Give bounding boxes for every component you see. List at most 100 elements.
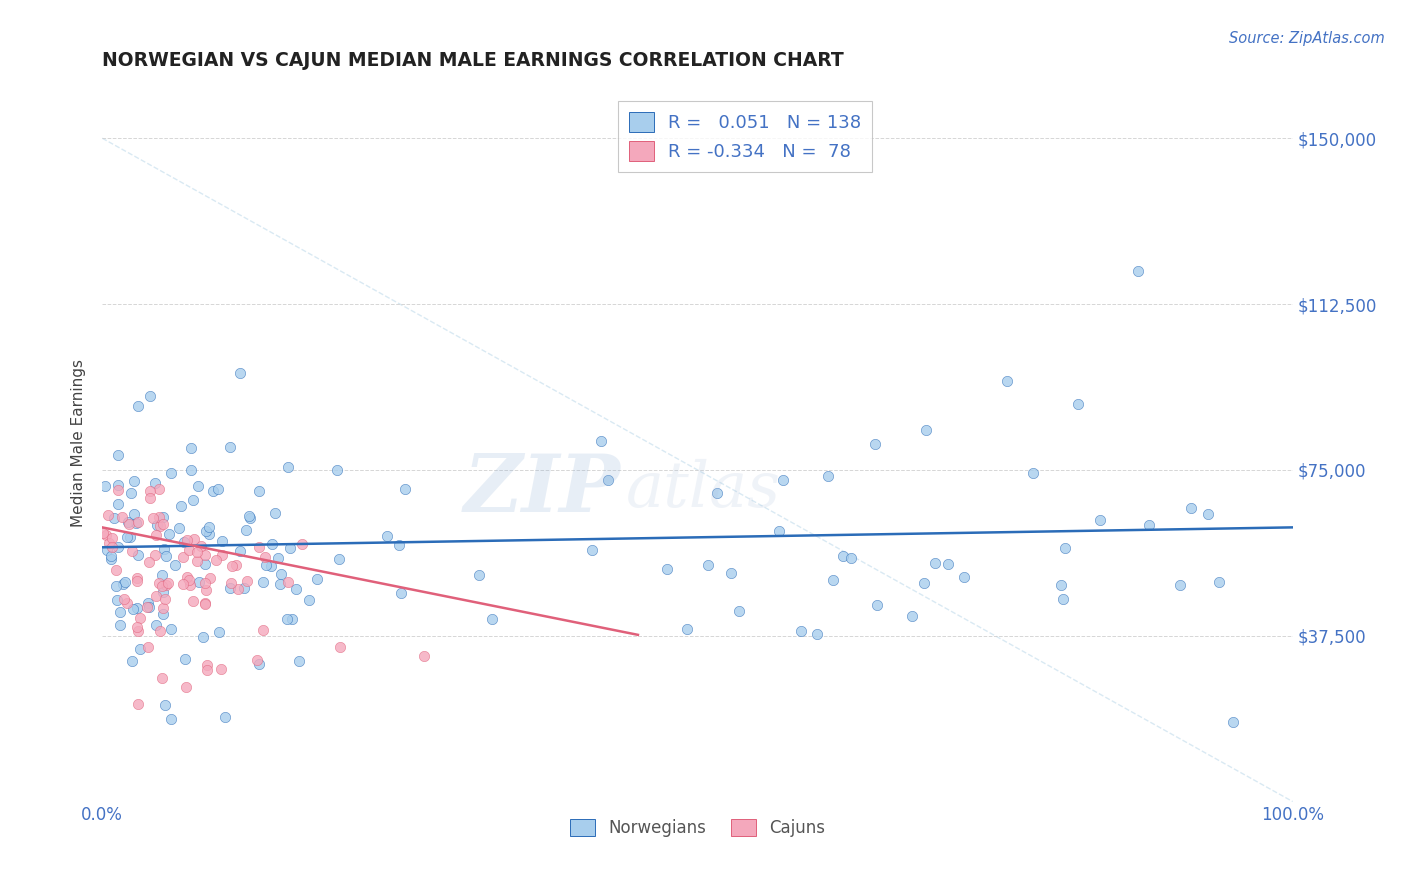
Point [190,539,212,553]
Point [260,537,283,551]
Point [152,509,174,524]
Point [1208,574,1230,589]
Point [120,486,142,500]
Point [866,599,889,613]
Point [169,521,191,535]
Point [194,557,217,571]
Point [863,437,886,451]
Point [122,507,145,521]
Point [305,572,328,586]
Point [107,448,129,462]
Point [728,604,751,618]
Point [211,548,233,562]
Point [247,540,270,554]
Point [280,541,302,555]
Point [136,640,159,654]
Point [225,558,247,572]
Point [326,463,349,477]
Point [105,563,128,577]
Point [172,577,194,591]
Point [114,575,136,590]
Point [176,570,198,584]
Point [291,536,314,550]
Point [136,596,159,610]
Point [100,552,122,566]
Point [127,624,149,638]
Point [329,640,352,654]
Point [195,658,218,673]
Point [110,605,132,619]
Point [194,524,217,538]
Point [394,482,416,496]
Point [936,558,959,572]
Point [228,582,250,596]
Point [375,529,398,543]
Point [254,558,277,573]
Point [589,434,612,448]
Point [138,555,160,569]
Point [1090,512,1112,526]
Point [232,581,254,595]
Point [235,574,257,588]
Text: atlas: atlas [626,459,780,521]
Point [100,549,122,563]
Point [152,541,174,556]
Point [229,543,252,558]
Point [94,479,117,493]
Point [180,441,202,455]
Text: ZIP: ZIP [463,451,620,529]
Point [155,698,177,712]
Point [1180,501,1202,516]
Point [103,511,125,525]
Point [194,548,217,562]
Point [657,562,679,576]
Point [1022,467,1045,481]
Point [246,653,269,667]
Point [139,483,162,498]
Point [111,510,134,524]
Point [152,607,174,622]
Point [150,568,173,582]
Point [1052,591,1074,606]
Point [179,542,201,557]
Point [388,538,411,552]
Point [270,566,292,581]
Point [211,533,233,548]
Point [276,612,298,626]
Point [195,663,218,677]
Point [118,517,141,532]
Point [145,618,167,632]
Point [160,712,183,726]
Point [114,592,136,607]
Point [148,509,170,524]
Point [160,622,183,636]
Point [107,541,129,555]
Point [174,680,197,694]
Point [157,527,180,541]
Point [160,467,183,481]
Point [174,651,197,665]
Point [138,389,160,403]
Point [163,558,186,572]
Point [1222,714,1244,729]
Point [129,611,152,625]
Point [287,654,309,668]
Point [186,554,208,568]
Point [152,516,174,531]
Point [181,493,204,508]
Point [183,594,205,608]
Point [219,581,242,595]
Point [238,508,260,523]
Point [115,530,138,544]
Legend: Norwegians, Cajuns: Norwegians, Cajuns [562,812,832,844]
Point [145,527,167,541]
Point [252,575,274,590]
Point [125,574,148,588]
Point [150,671,173,685]
Point [201,484,224,499]
Point [468,568,491,582]
Point [143,548,166,562]
Point [1168,577,1191,591]
Point [115,596,138,610]
Point [247,484,270,499]
